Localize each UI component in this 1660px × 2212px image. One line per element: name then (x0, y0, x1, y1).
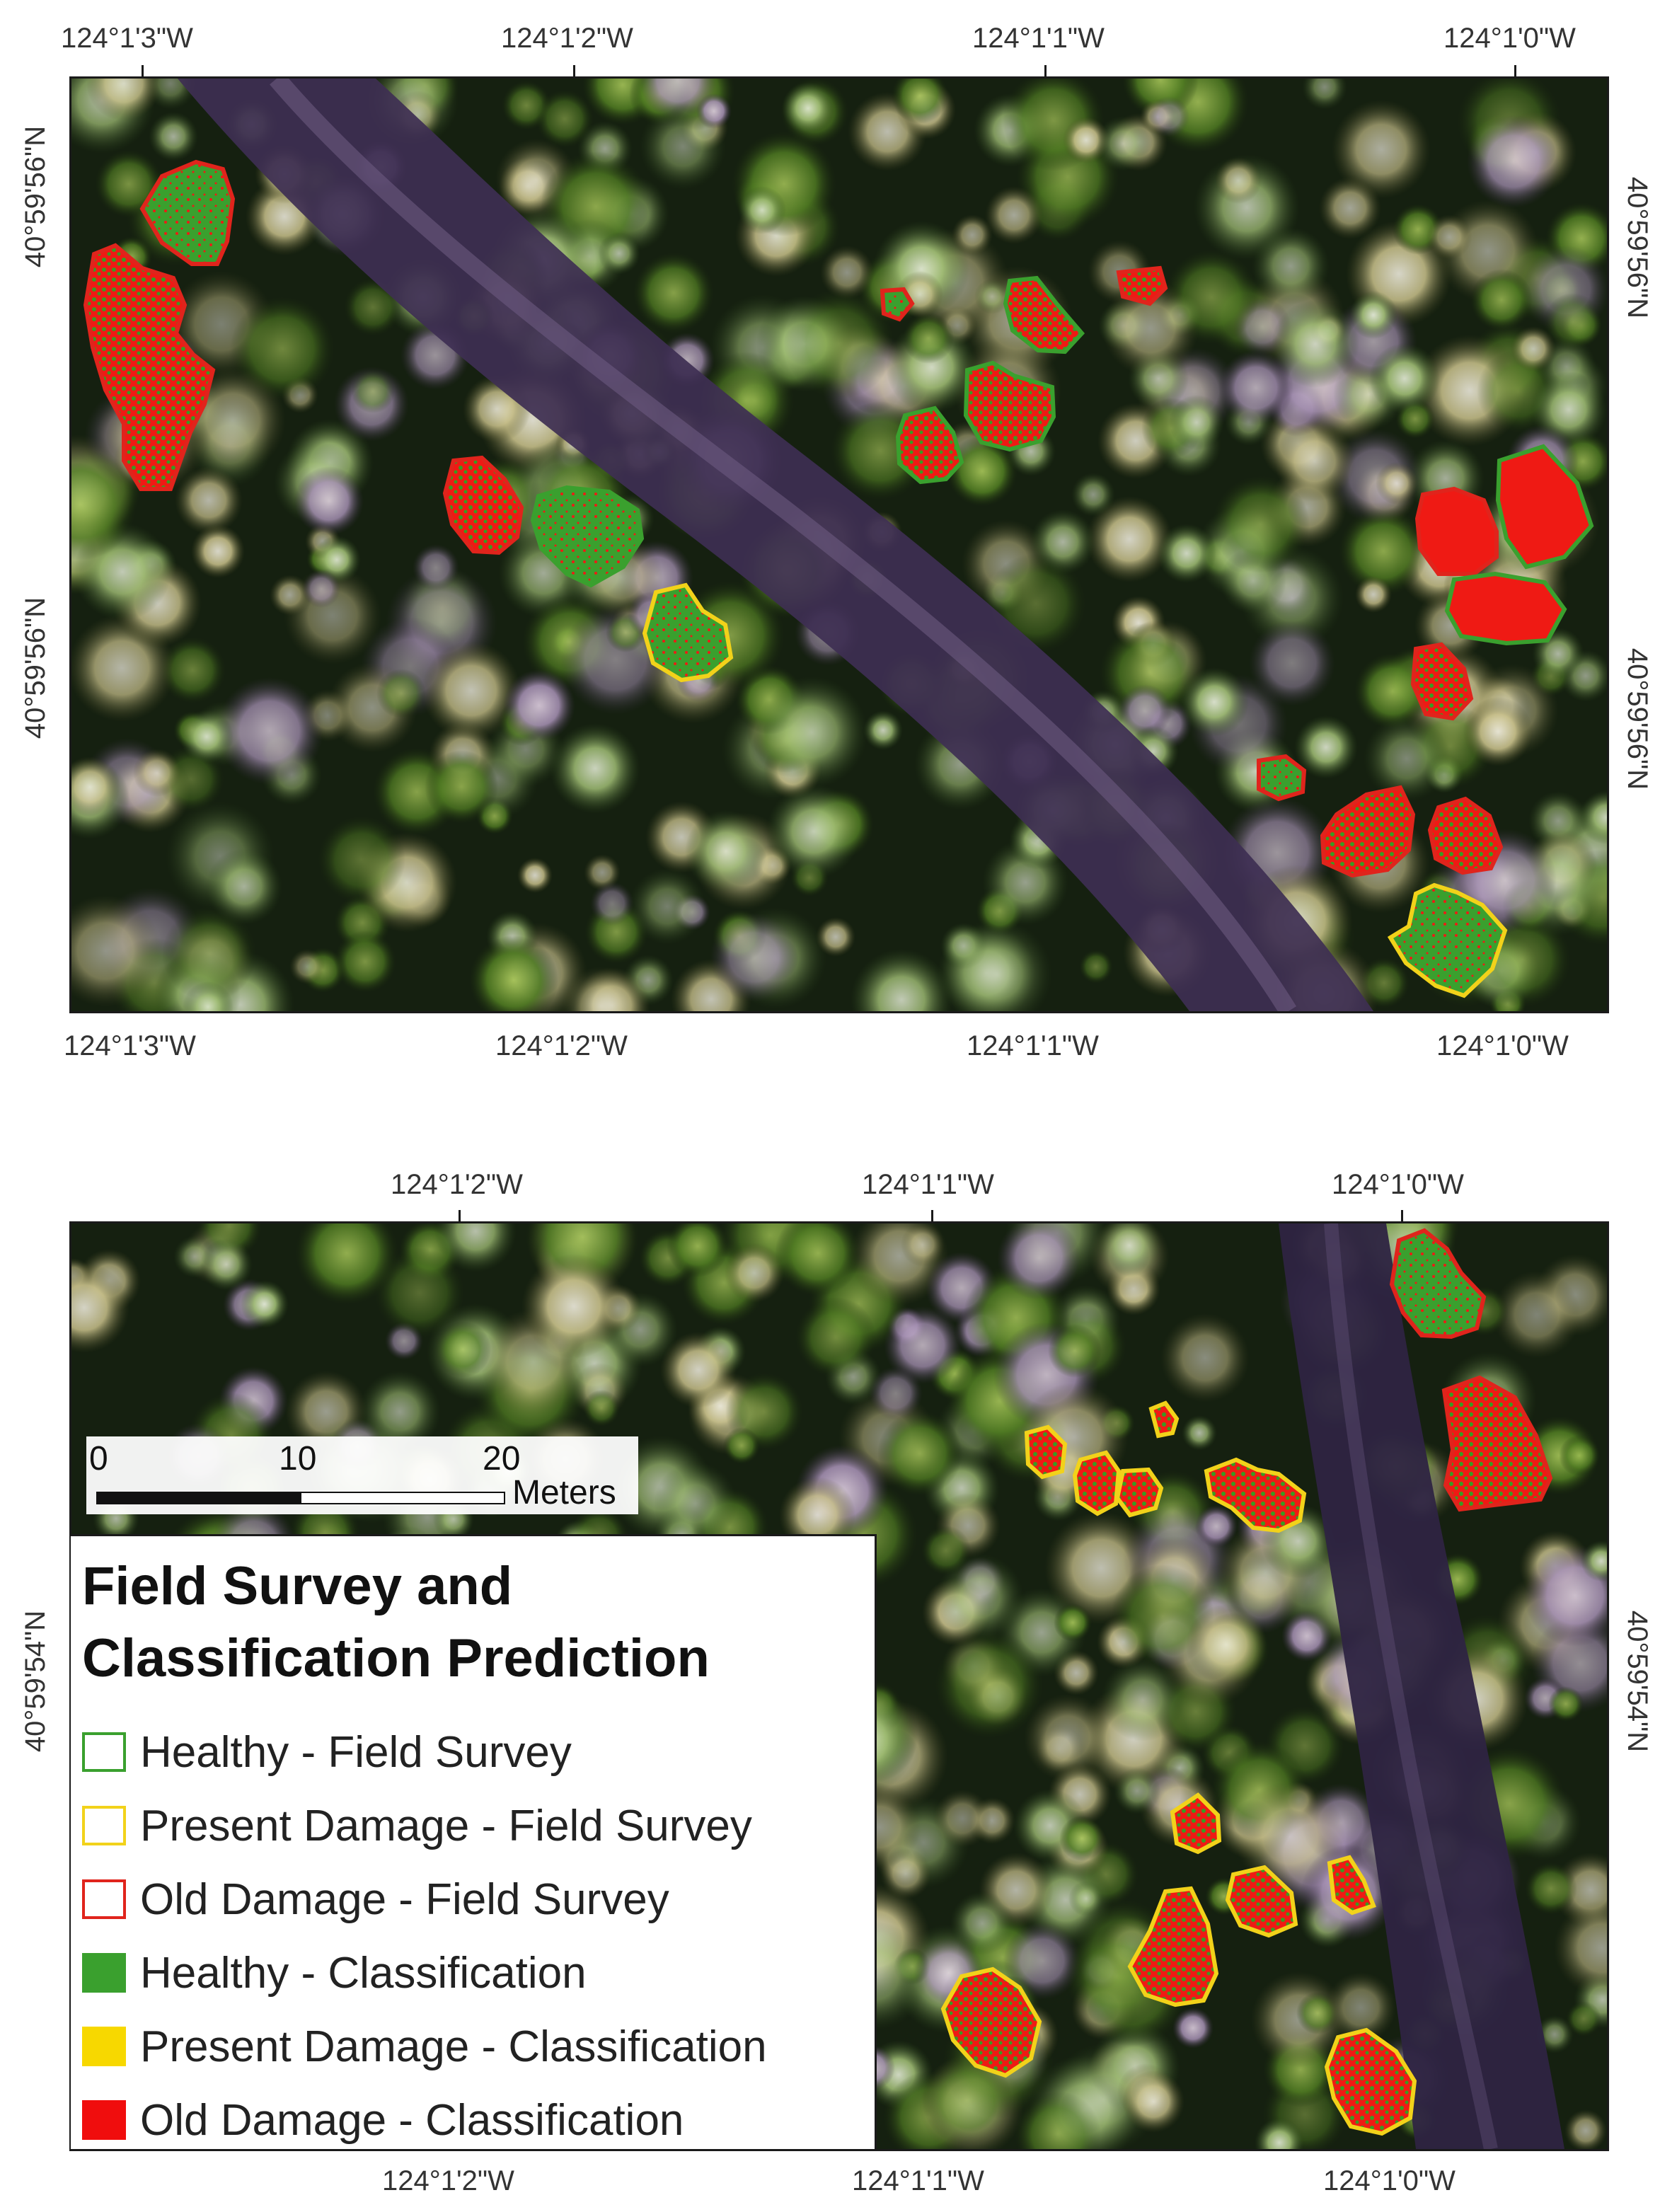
bottom-map-crown-polygons (940, 1228, 1553, 2136)
top-map-lat-left-1: 40°59'56"N (20, 125, 51, 268)
legend-swatch-old-damage-field-survey (82, 1879, 126, 1919)
legend-label: Present Damage - Field Survey (140, 1801, 752, 1850)
scale-label-10: 10 (279, 1440, 317, 1477)
top-map-lon-bottom-3: 124°1'1"W (967, 1030, 1099, 1061)
legend-swatch-old-damage-classification (82, 2100, 126, 2140)
legend-item-healthy-field-survey: Healthy - Field Survey (82, 1727, 572, 1777)
legend-swatch-present-damage-classification (82, 2027, 126, 2066)
top-map-imagery[interactable] (69, 76, 1609, 1013)
top-map-lon-top-2: 124°1'2"W (501, 23, 633, 54)
top-map-lon-top-1: 124°1'3"W (61, 23, 193, 54)
legend-item-old-damage-field-survey: Old Damage - Field Survey (82, 1874, 669, 1924)
bottom-map-lon-bottom-3: 124°1'0"W (1323, 2165, 1456, 2196)
legend-item-old-damage-classification: Old Damage - Classification (82, 2095, 684, 2145)
scale-unit-label: Meters (512, 1474, 616, 1511)
top-map-lon-top-4: 124°1'0"W (1443, 23, 1576, 54)
top-map-lon-top-3: 124°1'1"W (972, 23, 1105, 54)
top-map-lat-left-2: 40°59'56"N (20, 597, 51, 739)
top-map-lon-bottom-2: 124°1'2"W (495, 1030, 628, 1061)
legend-title: Field Survey and Classification Predicti… (82, 1550, 710, 1695)
top-map-aerial-svg (71, 79, 1607, 1011)
scale-label-20: 20 (483, 1440, 521, 1477)
legend-title-line-1: Field Survey and (82, 1556, 513, 1616)
top-map-lon-bottom-1: 124°1'3"W (64, 1030, 196, 1061)
top-map-lat-right-1: 40°59'56"N (1622, 176, 1653, 319)
legend-title-line-2: Classification Prediction (82, 1628, 710, 1688)
legend-label: Old Damage - Field Survey (140, 1874, 669, 1924)
legend-swatch-present-damage-field-survey (82, 1806, 126, 1845)
top-map-lat-right-2: 40°59'56"N (1622, 647, 1653, 790)
bottom-map-lon-top-2: 124°1'1"W (862, 1169, 994, 1200)
legend-label: Healthy - Classification (140, 1948, 587, 1998)
legend-item-healthy-classification: Healthy - Classification (82, 1948, 587, 1998)
legend-label: Old Damage - Classification (140, 2095, 684, 2145)
scale-label-0: 0 (89, 1440, 108, 1477)
legend-label: Healthy - Field Survey (140, 1727, 572, 1777)
bottom-map-lon-top-3: 124°1'0"W (1332, 1169, 1464, 1200)
legend-item-present-damage-classification: Present Damage - Classification (82, 2022, 767, 2071)
bottom-map-lon-bottom-1: 124°1'2"W (382, 2165, 514, 2196)
top-map-lon-bottom-4: 124°1'0"W (1436, 1030, 1569, 1061)
map-legend: Field Survey and Classification Predicti… (71, 1534, 877, 2149)
top-map-crown-polygons (83, 159, 1594, 998)
scale-segment-black (96, 1492, 301, 1504)
bottom-map-lon-top-1: 124°1'2"W (391, 1169, 523, 1200)
bottom-map-lat-left: 40°59'54"N (20, 1610, 51, 1753)
legend-swatch-healthy-classification (82, 1953, 126, 1993)
scale-bar: 0 10 20 Meters (86, 1436, 638, 1514)
legend-swatch-healthy-field-survey (82, 1732, 126, 1772)
legend-item-present-damage-field-survey: Present Damage - Field Survey (82, 1801, 752, 1850)
scale-segment-white (300, 1492, 505, 1504)
legend-label: Present Damage - Classification (140, 2022, 767, 2071)
bottom-map-lat-right: 40°59'54"N (1622, 1610, 1653, 1753)
bottom-map-lon-bottom-2: 124°1'1"W (852, 2165, 984, 2196)
